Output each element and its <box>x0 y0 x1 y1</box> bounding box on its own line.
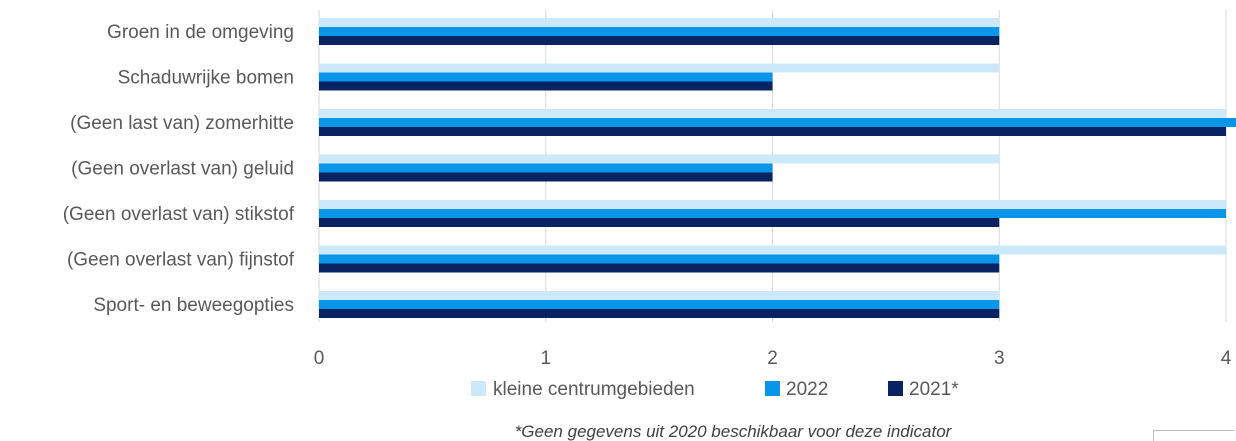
bar-6-series-0 <box>319 291 1000 300</box>
x-tick-labels: 0 1 2 3 4 <box>314 348 1232 369</box>
legend-swatch-0 <box>471 381 486 396</box>
legend-label-0: kleine centrumgebieden <box>493 379 695 400</box>
bar-2-series-0 <box>319 109 1226 118</box>
bar-4-series-2 <box>319 218 1000 227</box>
category-label-3: (Geen overlast van) geluid <box>71 159 294 180</box>
legend-swatch-1 <box>765 381 780 396</box>
bar-4-series-0 <box>319 200 1226 209</box>
x-tick-label-3: 3 <box>994 348 1005 369</box>
bar-5-series-2 <box>319 263 1000 273</box>
bar-2-series-1 <box>319 118 1236 127</box>
legend-swatch-2 <box>888 381 903 396</box>
category-label-6: Sport- en beweegopties <box>93 295 294 316</box>
x-tick-label-2: 2 <box>767 348 778 369</box>
bar-0-series-2 <box>319 36 1000 45</box>
legend-label-1: 2022 <box>786 379 828 400</box>
bar-0-series-1 <box>319 27 1000 36</box>
x-tick-label-1: 1 <box>540 348 551 369</box>
category-label-2: (Geen last van) zomerhitte <box>70 113 294 134</box>
corner-frame <box>1153 430 1235 441</box>
bars <box>319 18 1236 318</box>
bar-3-series-2 <box>319 172 773 182</box>
x-tick-label-4: 4 <box>1221 348 1232 369</box>
bar-1-series-0 <box>319 63 1000 73</box>
bar-0-series-0 <box>319 18 1000 27</box>
footnote: *Geen gegevens uit 2020 beschikbaar voor… <box>515 422 953 441</box>
bar-2-series-2 <box>319 127 1226 136</box>
bar-6-series-2 <box>319 309 1000 318</box>
category-label-1: Schaduwrijke bomen <box>118 68 294 89</box>
bar-6-series-1 <box>319 300 1000 309</box>
bar-5-series-0 <box>319 245 1226 255</box>
bar-5-series-1 <box>319 254 1000 264</box>
legend-label-2: 2021* <box>909 379 959 400</box>
bar-1-series-2 <box>319 81 773 91</box>
category-label-5: (Geen overlast van) fijnstof <box>67 250 295 271</box>
category-label-4: (Geen overlast van) stikstof <box>63 204 295 225</box>
category-labels: Groen in de omgeving Schaduwrijke bomen (G… <box>63 22 295 316</box>
legend: kleine centrumgebieden 2022 2021* <box>471 379 959 400</box>
bar-1-series-1 <box>319 72 773 82</box>
category-label-0: Groen in de omgeving <box>107 22 294 43</box>
bar-4-series-1 <box>319 209 1226 218</box>
bar-3-series-1 <box>319 163 773 173</box>
bar-3-series-0 <box>319 154 1000 164</box>
x-tick-label-0: 0 <box>314 348 325 369</box>
